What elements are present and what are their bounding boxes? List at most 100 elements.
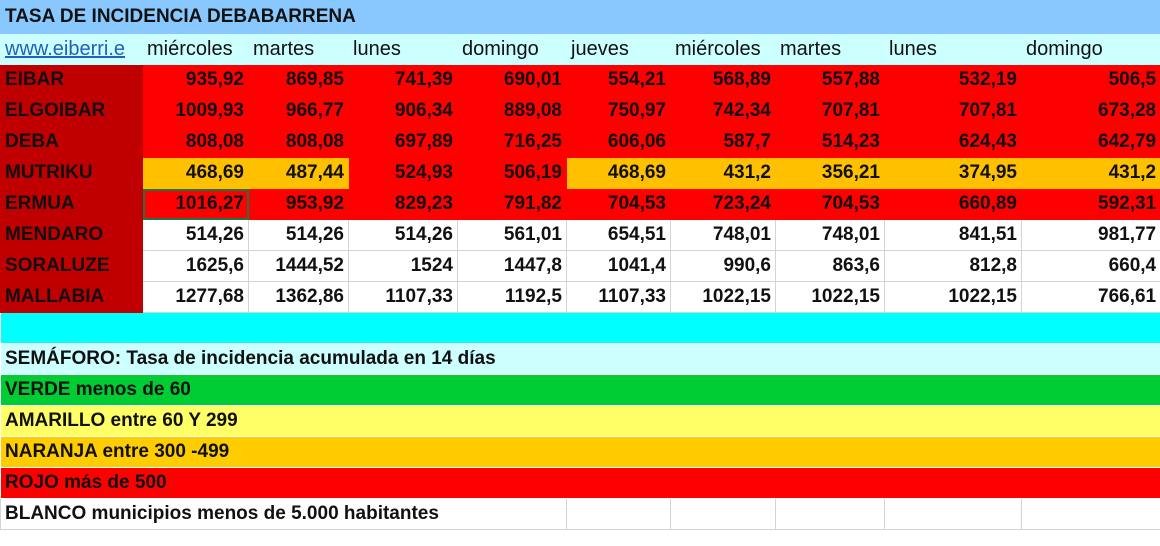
incidence-cell[interactable]: 514,26: [348, 219, 458, 251]
incidence-cell[interactable]: 506,19: [457, 157, 567, 189]
incidence-cell[interactable]: 554,21: [566, 64, 671, 96]
incidence-cell[interactable]: 863,6: [775, 250, 885, 282]
incidence-cell[interactable]: 487,44: [248, 157, 349, 189]
incidence-cell[interactable]: 935,92: [142, 64, 249, 96]
incidence-cell[interactable]: 841,51: [884, 219, 1022, 251]
empty-cell[interactable]: [670, 498, 776, 530]
incidence-cell[interactable]: 812,8: [884, 250, 1022, 282]
incidence-cell[interactable]: 660,89: [884, 188, 1022, 220]
incidence-cell[interactable]: 750,97: [566, 95, 671, 127]
incidence-cell[interactable]: 660,4: [1020, 250, 1160, 282]
incidence-cell[interactable]: 704,53: [566, 188, 671, 220]
incidence-cell[interactable]: 1107,33: [348, 281, 458, 313]
incidence-cell[interactable]: 690,01: [457, 64, 567, 96]
legend-blanco[interactable]: BLANCO municipios menos de 5.000 habitan…: [0, 498, 567, 530]
incidence-cell[interactable]: 766,61: [1020, 281, 1160, 313]
day-header[interactable]: domingo: [1020, 33, 1160, 65]
incidence-cell[interactable]: 791,82: [457, 188, 567, 220]
incidence-cell[interactable]: 431,2: [1020, 157, 1160, 189]
incidence-cell[interactable]: 808,08: [142, 126, 249, 158]
incidence-cell[interactable]: 723,24: [670, 188, 776, 220]
municipality-name[interactable]: EIBAR: [0, 64, 143, 96]
incidence-cell[interactable]: 624,43: [884, 126, 1022, 158]
empty-cell[interactable]: [884, 498, 1022, 530]
incidence-cell[interactable]: 741,39: [348, 64, 458, 96]
incidence-cell[interactable]: 1107,33: [566, 281, 671, 313]
link-cell[interactable]: www.eiberri.e: [0, 33, 143, 65]
incidence-cell[interactable]: 1524: [348, 250, 458, 282]
incidence-cell[interactable]: 742,34: [670, 95, 776, 127]
incidence-cell[interactable]: 748,01: [670, 219, 776, 251]
day-header[interactable]: domingo: [457, 33, 567, 65]
incidence-cell[interactable]: 514,26: [248, 219, 349, 251]
incidence-cell[interactable]: 716,25: [457, 126, 567, 158]
incidence-cell[interactable]: 1009,93: [142, 95, 249, 127]
municipality-name[interactable]: ERMUA: [0, 188, 143, 220]
incidence-cell[interactable]: 981,77: [1020, 219, 1160, 251]
incidence-cell[interactable]: 1022,15: [670, 281, 776, 313]
incidence-cell[interactable]: 587,7: [670, 126, 776, 158]
incidence-cell[interactable]: 1277,68: [142, 281, 249, 313]
day-header[interactable]: lunes: [348, 33, 458, 65]
incidence-cell[interactable]: 966,77: [248, 95, 349, 127]
incidence-cell[interactable]: 829,23: [348, 188, 458, 220]
incidence-cell[interactable]: 1041,4: [566, 250, 671, 282]
legend-verde[interactable]: VERDE menos de 60: [0, 374, 1160, 406]
incidence-cell[interactable]: 906,34: [348, 95, 458, 127]
incidence-cell[interactable]: 514,26: [142, 219, 249, 251]
incidence-cell[interactable]: 568,89: [670, 64, 776, 96]
incidence-cell[interactable]: 869,85: [248, 64, 349, 96]
incidence-cell[interactable]: 707,81: [884, 95, 1022, 127]
incidence-cell[interactable]: 1625,6: [142, 250, 249, 282]
municipality-name[interactable]: MENDARO: [0, 219, 143, 251]
incidence-cell[interactable]: 1444,52: [248, 250, 349, 282]
incidence-cell[interactable]: 704,53: [775, 188, 885, 220]
incidence-cell[interactable]: 561,01: [457, 219, 567, 251]
incidence-cell[interactable]: 431,2: [670, 157, 776, 189]
eiberri-link[interactable]: www.eiberri.e: [5, 37, 126, 60]
municipality-name[interactable]: MALLABIA: [0, 281, 143, 313]
incidence-cell[interactable]: 557,88: [775, 64, 885, 96]
sheet-title[interactable]: TASA DE INCIDENCIA DEBABARRENA: [0, 0, 1160, 34]
incidence-cell[interactable]: 374,95: [884, 157, 1022, 189]
day-header[interactable]: miércoles: [142, 33, 249, 65]
empty-cell[interactable]: [775, 498, 885, 530]
municipality-name[interactable]: DEBA: [0, 126, 143, 158]
incidence-cell[interactable]: 642,79: [1020, 126, 1160, 158]
incidence-cell[interactable]: 990,6: [670, 250, 776, 282]
incidence-cell[interactable]: 1447,8: [457, 250, 567, 282]
day-header[interactable]: lunes: [884, 33, 1022, 65]
incidence-cell[interactable]: 697,89: [348, 126, 458, 158]
legend-header[interactable]: SEMÁFORO: Tasa de incidencia acumulada e…: [0, 343, 1160, 375]
municipality-name[interactable]: ELGOIBAR: [0, 95, 143, 127]
municipality-name[interactable]: SORALUZE: [0, 250, 143, 282]
incidence-cell[interactable]: 1022,15: [775, 281, 885, 313]
incidence-cell[interactable]: 606,06: [566, 126, 671, 158]
incidence-cell[interactable]: 356,21: [775, 157, 885, 189]
day-header[interactable]: martes: [775, 33, 885, 65]
incidence-cell[interactable]: 1362,86: [248, 281, 349, 313]
empty-cell[interactable]: [566, 498, 671, 530]
incidence-cell[interactable]: 1022,15: [884, 281, 1022, 313]
day-header[interactable]: jueves: [566, 33, 671, 65]
day-header[interactable]: martes: [248, 33, 349, 65]
legend-amarillo[interactable]: AMARILLO entre 60 Y 299: [0, 405, 1160, 437]
incidence-cell[interactable]: 673,28: [1020, 95, 1160, 127]
incidence-cell[interactable]: 1016,27: [142, 188, 249, 220]
incidence-cell[interactable]: 468,69: [566, 157, 671, 189]
incidence-cell[interactable]: 514,23: [775, 126, 885, 158]
incidence-cell[interactable]: 1192,5: [457, 281, 567, 313]
incidence-cell[interactable]: 524,93: [348, 157, 458, 189]
day-header[interactable]: miércoles: [670, 33, 776, 65]
incidence-cell[interactable]: 808,08: [248, 126, 349, 158]
incidence-cell[interactable]: 748,01: [775, 219, 885, 251]
incidence-cell[interactable]: 889,08: [457, 95, 567, 127]
incidence-cell[interactable]: 654,51: [566, 219, 671, 251]
incidence-cell[interactable]: 506,5: [1020, 64, 1160, 96]
incidence-cell[interactable]: 707,81: [775, 95, 885, 127]
incidence-cell[interactable]: 953,92: [248, 188, 349, 220]
legend-rojo[interactable]: ROJO más de 500: [0, 467, 1160, 499]
spacer-row[interactable]: [0, 312, 1160, 344]
empty-cell[interactable]: [1020, 498, 1160, 530]
incidence-cell[interactable]: 468,69: [142, 157, 249, 189]
